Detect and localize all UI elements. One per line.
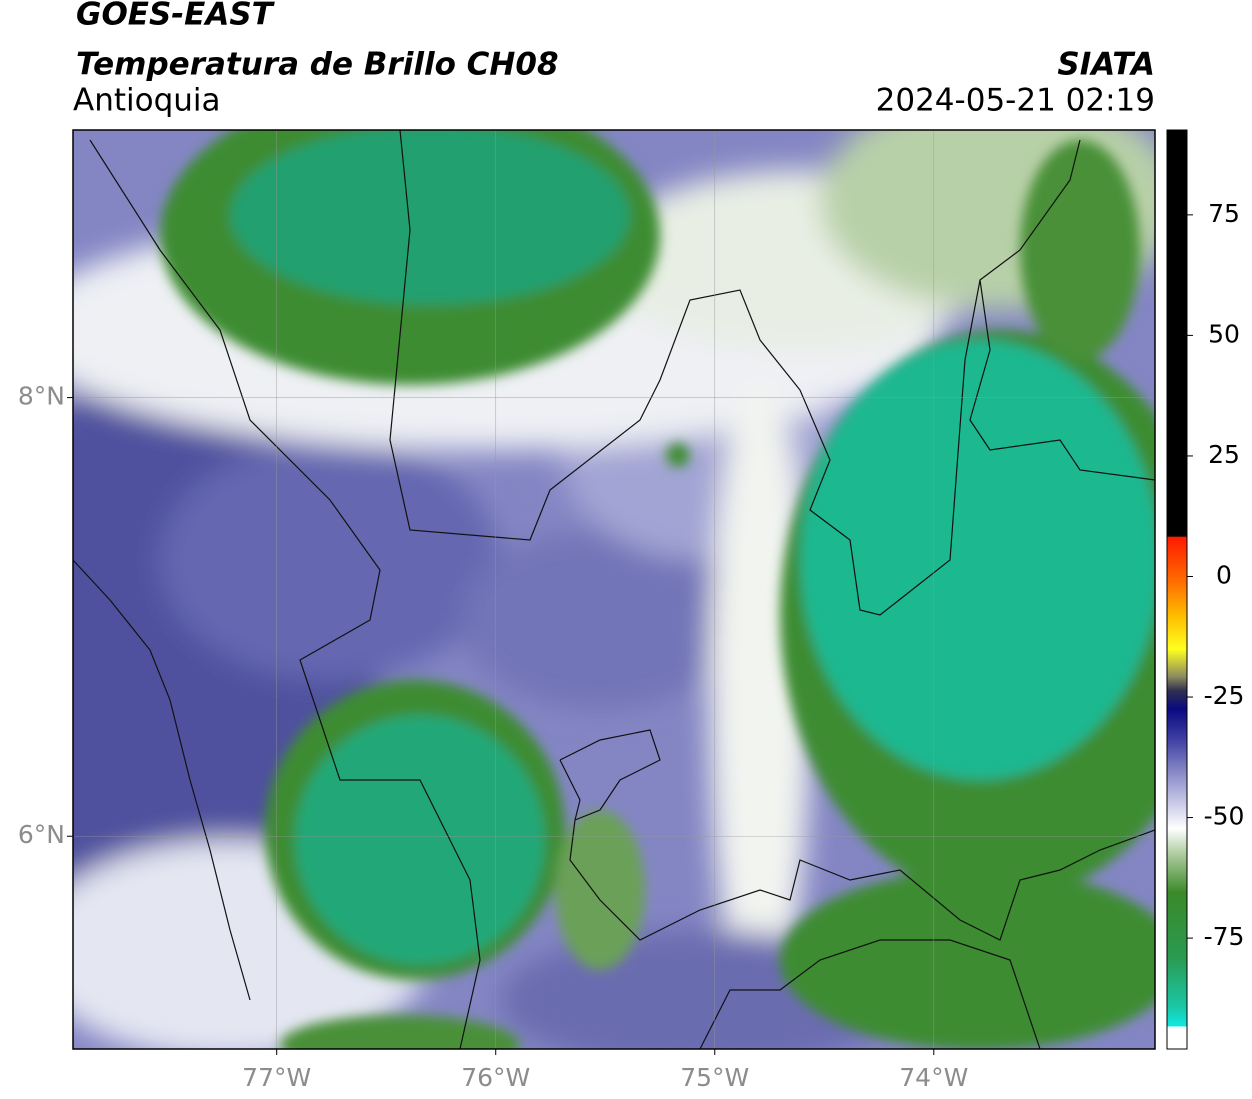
colorbar (1166, 129, 1188, 1050)
map-frame (72, 129, 1156, 1050)
colorbar-tick-label: 0 (1216, 560, 1232, 589)
colorbar-tick-label: 75 (1208, 199, 1240, 228)
x-tick-label: 75°W (680, 1063, 749, 1092)
datetime: 2024-05-21 02:19 (876, 83, 1155, 119)
region: Antioquia (73, 83, 221, 119)
source: SIATA (1057, 47, 1155, 83)
x-tick-label: 77°W (242, 1063, 311, 1092)
y-tick-label: 8°N (18, 382, 65, 411)
colorbar-tick-label: 50 (1208, 319, 1240, 348)
colorbar-tick-label: -25 (1204, 681, 1245, 710)
colorbar-tick-label: 25 (1208, 440, 1240, 469)
satellite-image (73, 130, 1155, 1049)
x-tick-label: 76°W (461, 1063, 530, 1092)
y-tick-label: 6°N (18, 820, 65, 849)
title: GOES-EAST (76, 0, 276, 33)
colorbar-tick-label: -75 (1204, 922, 1245, 951)
x-tick-label: 74°W (899, 1063, 968, 1092)
colorbar-tick-label: -50 (1204, 802, 1245, 831)
subtitle: Temperatura de Brillo CH08 (76, 47, 559, 83)
grid (73, 130, 1155, 1049)
